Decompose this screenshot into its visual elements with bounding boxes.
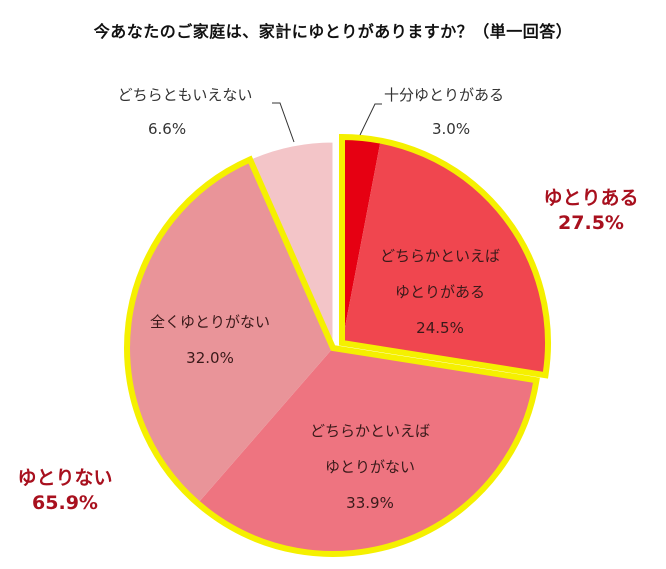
slice-label-s3: 全くゆとりがない 32.0%: [149, 313, 270, 367]
pie-slice-2: [197, 348, 537, 555]
pie-slice-3: [126, 159, 333, 504]
slice-label-s1: どちらかといえば ゆとりがある 24.5%: [379, 247, 500, 337]
slice-label-s4: どちらともいえない 6.6%: [117, 86, 253, 138]
leader-line-s0: [359, 103, 382, 136]
leader-line-s4: [272, 102, 295, 143]
pie-slice-0: [342, 137, 381, 343]
slice-label-s2: どちらかといえば ゆとりがない 33.9%: [309, 422, 430, 512]
chart-title: 今あなたのご家庭は、家計にゆとりがありますか？（単一回答）: [93, 22, 573, 41]
group-outline-0: [339, 133, 551, 379]
group-label-aru: ゆとりある 27.5%: [543, 187, 639, 234]
pie-slice-1: [342, 140, 548, 376]
slice-label-s0: 十分ゆとりがある 3.0%: [384, 86, 505, 138]
group-label-nai: ゆとりない 65.9%: [17, 467, 113, 514]
group-outline-1: [124, 155, 540, 557]
